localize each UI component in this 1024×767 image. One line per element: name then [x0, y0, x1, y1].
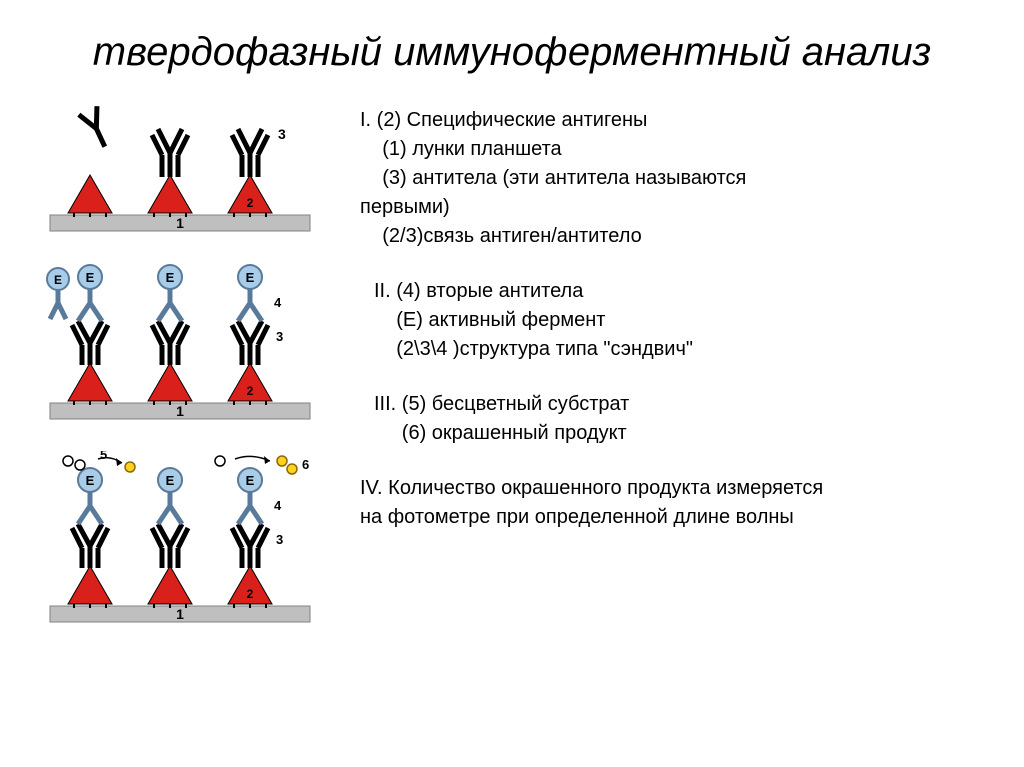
section-2: II. (4) вторые антитела (E) активный фер…: [360, 278, 984, 363]
reaction-left: [63, 456, 135, 472]
text-line: (3) антитела (эти антитела называются: [360, 165, 984, 192]
svg-text:E: E: [246, 473, 255, 488]
content-row: 1 2 3: [40, 105, 984, 626]
diagram-column: 1 2 3: [40, 105, 330, 626]
floating-second-ab: E: [47, 268, 69, 319]
antigen-triangles: [68, 175, 272, 217]
section-3: III. (5) бесцветный субстрат (6) окрашен…: [360, 391, 984, 447]
stage-1-diagram: 1 2 3: [40, 105, 320, 235]
section-4: IV. Количество окрашенного продукта изме…: [360, 475, 984, 531]
text-line: на фотометре при определенной длине волн…: [360, 504, 984, 531]
stage-2-diagram: 1 E: [40, 263, 320, 423]
floating-antibody: [79, 106, 114, 151]
stage-3-diagram: 1 E: [40, 451, 320, 626]
label-5: 5: [100, 451, 107, 462]
antibody: [232, 129, 268, 177]
text-line: (E) активный фермент: [374, 307, 984, 334]
units: E E: [68, 468, 272, 608]
label-2: 2: [247, 384, 254, 398]
units: E E: [68, 265, 272, 405]
text-line: IV. Количество окрашенного продукта изме…: [360, 475, 984, 502]
label-4: 4: [274, 498, 282, 513]
svg-text:E: E: [86, 473, 95, 488]
label-4: 4: [274, 295, 282, 310]
page-title: твердофазный иммуноферментный анализ: [40, 30, 984, 75]
label-1: 1: [176, 606, 184, 622]
label-3: 3: [278, 126, 286, 142]
section-1: I. (2) Специфические антигены (1) лунки …: [360, 107, 984, 250]
text-line: II. (4) вторые антитела: [374, 278, 984, 305]
label-6: 6: [302, 457, 309, 472]
svg-text:E: E: [166, 473, 175, 488]
text-line: I. (2) Специфические антигены: [360, 107, 984, 134]
label-E: E: [166, 270, 175, 285]
svg-text:E: E: [54, 273, 62, 287]
text-line: (6) окрашенный продукт: [374, 420, 984, 447]
text-column: I. (2) Специфические антигены (1) лунки …: [360, 105, 984, 626]
label-2: 2: [247, 196, 254, 210]
label-E: E: [246, 270, 255, 285]
text-line: (1) лунки планшета: [360, 136, 984, 163]
label-3: 3: [276, 329, 283, 344]
text-line: первыми): [360, 194, 984, 221]
text-line: (2/3)связь антиген/антитело: [360, 223, 984, 250]
label-E: E: [86, 270, 95, 285]
label-1: 1: [176, 215, 184, 231]
antibody: [152, 129, 188, 177]
label-3: 3: [276, 532, 283, 547]
text-line: III. (5) бесцветный субстрат: [374, 391, 984, 418]
label-1: 1: [176, 403, 184, 419]
text-line: (2\3\4 )структура типа "сэндвич": [374, 336, 984, 363]
label-2: 2: [247, 587, 254, 601]
